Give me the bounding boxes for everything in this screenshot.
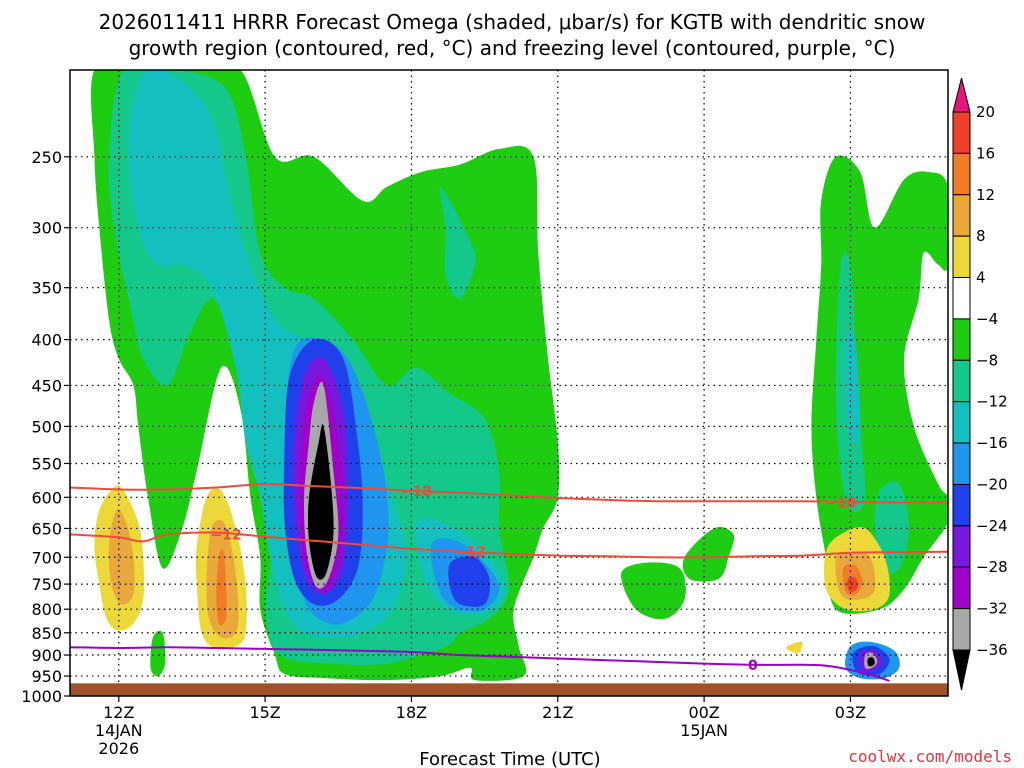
- y-tick-label-950: 950: [31, 667, 62, 686]
- colorbar-bottom-triangle: [952, 649, 971, 691]
- y-tick-label-750: 750: [31, 575, 62, 594]
- colorbar-label-4: 4: [976, 269, 986, 287]
- y-tick-label-900: 900: [31, 646, 62, 665]
- y-tick-label-850: 850: [31, 624, 62, 643]
- colorbar-label-12: −32: [976, 600, 1008, 618]
- y-tick-label-400: 400: [31, 331, 62, 350]
- y-tick-label-650: 650: [31, 519, 62, 538]
- contour-line-2: [70, 646, 890, 682]
- colorbar-label-11: −28: [976, 558, 1008, 576]
- y-axis: 250 300 350 400 450 500 550 600 650 700 750 800 850 9…: [21, 148, 70, 706]
- contour-label-2-0: 0: [748, 658, 758, 674]
- colorbar-label-1: 16: [976, 144, 995, 162]
- contour-label-0-1: −18: [825, 495, 856, 511]
- omega-region-2: [621, 562, 686, 620]
- omega-region-24: [867, 657, 875, 667]
- ground-surface: [70, 683, 948, 696]
- colorbar-label-10: −24: [976, 517, 1008, 535]
- colorbar-label-8: −16: [976, 434, 1008, 452]
- colorbar-bin-9: [952, 442, 971, 485]
- x-tick-label-27-0: 03Z: [835, 703, 866, 722]
- colorbar-bin-12: [952, 566, 971, 610]
- y-tick-label-550: 550: [31, 454, 62, 473]
- y-tick-label-600: 600: [31, 488, 62, 507]
- x-axis-title: Forecast Time (UTC): [419, 749, 600, 768]
- y-tick-label-1000: 1000: [21, 687, 62, 706]
- chart-title-line2: growth region (contoured, red, °C) and f…: [129, 36, 896, 60]
- omega-shading-layer: [91, 70, 948, 681]
- y-tick-label-800: 800: [31, 600, 62, 619]
- colorbar-label-3: 8: [976, 227, 986, 245]
- chart-title-line1: 2026011411 HRRR Forecast Omega (shaded, …: [99, 10, 926, 34]
- y-tick-label-300: 300: [31, 219, 62, 238]
- omega-region-3: [682, 527, 735, 582]
- colorbar-label-7: −12: [976, 393, 1008, 411]
- omega-region-26: [108, 509, 135, 605]
- colorbar-bin-7: [952, 359, 971, 403]
- colorbar-label-0: 20: [976, 103, 995, 121]
- omega-region-16: [448, 556, 491, 607]
- colorbar-bin-3: [952, 194, 971, 237]
- grid-lines: [70, 70, 948, 696]
- x-tick-label-24-1: 15JAN: [680, 721, 728, 740]
- colorbar-top-triangle: [952, 77, 971, 113]
- colorbar-label-13: −36: [976, 641, 1008, 659]
- colorbar-bin-1: [952, 111, 971, 154]
- y-tick-label-250: 250: [31, 148, 62, 167]
- contour-label-0-0: −18: [401, 484, 432, 500]
- x-tick-label-18-0: 18Z: [396, 703, 427, 722]
- ground-layer: [70, 683, 948, 696]
- contour-label-1-0: −12: [210, 527, 241, 543]
- colorbar-bin-11: [952, 525, 971, 568]
- x-tick-label-15-0: 15Z: [249, 703, 280, 722]
- y-tick-label-500: 500: [31, 417, 62, 436]
- colorbar-bin-5: [952, 277, 971, 320]
- colorbar-bin-4: [952, 235, 971, 279]
- x-tick-label-12-0: 12Z: [103, 703, 134, 722]
- colorbar-label-5: −4: [976, 310, 998, 328]
- y-tick-label-700: 700: [31, 548, 62, 567]
- colorbar-bin-6: [952, 318, 971, 361]
- y-tick-label-450: 450: [31, 376, 62, 395]
- x-tick-label-21-0: 21Z: [542, 703, 573, 722]
- colorbar-label-9: −20: [976, 475, 1008, 493]
- omega-region-34: [786, 641, 803, 654]
- contour-line-1: [70, 531, 948, 559]
- credit-text: coolwx.com/models: [848, 747, 1012, 766]
- colorbar-bin-8: [952, 401, 971, 444]
- colorbar-label-2: 12: [976, 186, 995, 204]
- colorbar-label-6: −8: [976, 351, 998, 369]
- omega-region-6: [439, 186, 476, 299]
- colorbar-bin-13: [952, 608, 971, 651]
- contour-layer: −18 −18 −12 −12 0: [70, 483, 948, 682]
- x-tick-label-24-0: 00Z: [688, 703, 719, 722]
- x-tick-label-12-2: 2026: [98, 739, 139, 758]
- colorbar-bin-2: [952, 152, 971, 196]
- contour-label-1-1: −12: [454, 545, 485, 561]
- colorbar-bin-10: [952, 483, 971, 527]
- omega-region-29: [216, 549, 227, 626]
- contour-line-0: [70, 483, 948, 504]
- colorbar: 20 16 12 8 4 −4 −8 −12 −16 −20 −24 −28 −32 −36: [952, 77, 1008, 691]
- x-tick-label-12-1: 14JAN: [95, 721, 143, 740]
- y-tick-label-350: 350: [31, 279, 62, 298]
- plot-frame: [69, 69, 949, 697]
- omega-region-11: [844, 330, 861, 445]
- omega-region-8: [874, 481, 909, 574]
- omega-region-1: [150, 630, 166, 677]
